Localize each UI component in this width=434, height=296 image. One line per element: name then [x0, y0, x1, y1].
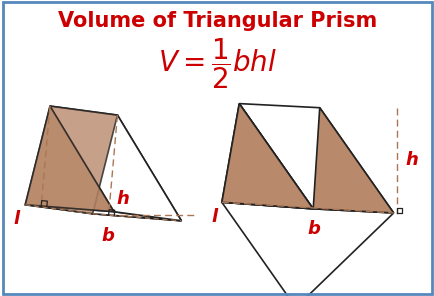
- Polygon shape: [221, 202, 393, 296]
- Polygon shape: [92, 115, 181, 221]
- Polygon shape: [221, 104, 312, 209]
- Polygon shape: [239, 104, 393, 213]
- Text: l: l: [13, 210, 20, 228]
- Polygon shape: [25, 106, 114, 212]
- Text: h: h: [404, 151, 417, 169]
- Polygon shape: [221, 104, 312, 209]
- Text: Volume of Triangular Prism: Volume of Triangular Prism: [58, 11, 376, 30]
- Text: $V = \dfrac{1}{2}bhl$: $V = \dfrac{1}{2}bhl$: [158, 36, 276, 91]
- Text: l: l: [210, 208, 217, 226]
- Polygon shape: [25, 106, 117, 214]
- Text: b: b: [307, 220, 320, 238]
- Polygon shape: [50, 106, 181, 221]
- Polygon shape: [312, 108, 393, 213]
- Polygon shape: [25, 205, 181, 221]
- Text: h: h: [116, 190, 129, 207]
- Text: b: b: [101, 227, 114, 245]
